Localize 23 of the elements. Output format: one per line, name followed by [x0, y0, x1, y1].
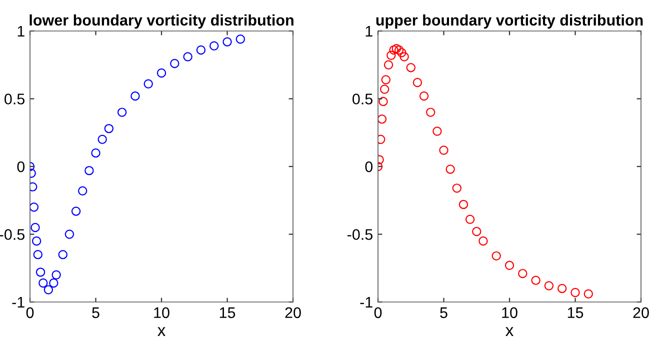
x-tick-label: 15	[220, 307, 236, 318]
chart-title: lower boundary vorticity distribution	[30, 14, 294, 29]
x-tick-label: 0	[374, 307, 382, 318]
y-tick-label: 1	[18, 26, 24, 37]
y-tick-label: 1	[366, 26, 372, 37]
y-tick-label: 0	[365, 161, 373, 172]
x-tick-label: 5	[440, 307, 448, 318]
y-tick-label: 0.5	[4, 94, 24, 104]
x-tick-label: 20	[285, 307, 301, 318]
x-axis-title: x	[158, 327, 166, 336]
x-axis-title: x	[506, 327, 514, 336]
x-tick-label: 15	[568, 307, 584, 318]
chart-title: upper boundary vorticity distribution	[376, 14, 643, 29]
y-tick-label: -1	[360, 297, 372, 308]
x-tick-label: 20	[633, 307, 649, 318]
x-tick-label: 0	[26, 307, 34, 318]
x-tick-label: 5	[92, 307, 100, 318]
y-tick-label: 0	[17, 161, 25, 172]
y-tick-label: 0.5	[352, 94, 372, 104]
y-tick-label: -0.5	[347, 229, 372, 240]
x-tick-label: 10	[154, 307, 170, 318]
x-tick-label: 10	[502, 307, 518, 318]
y-tick-label: -1	[12, 297, 24, 308]
